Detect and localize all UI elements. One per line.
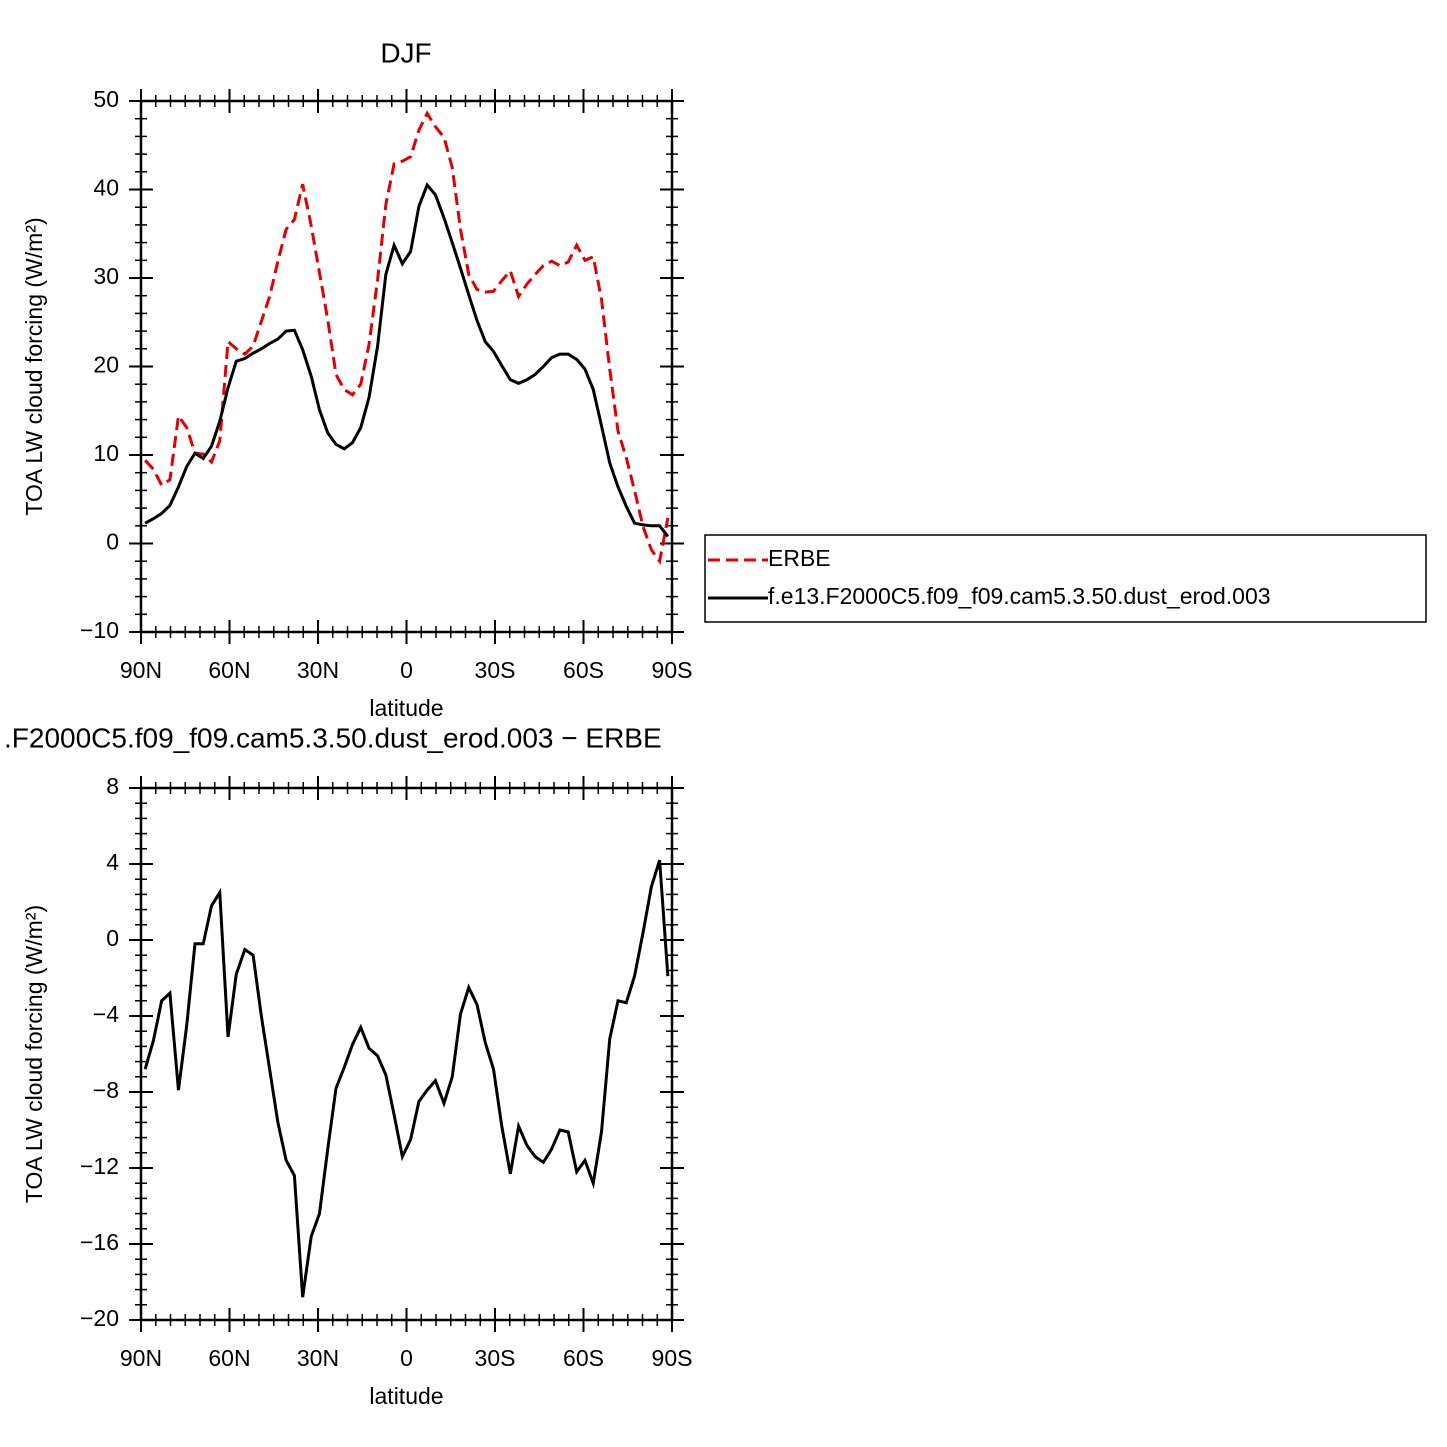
y-tick-label: −8 — [93, 1077, 119, 1103]
legend-box — [704, 534, 1427, 623]
x-tick-label: 90N — [120, 657, 162, 683]
y-tick-label: −10 — [80, 617, 119, 643]
y-tick-label: −16 — [80, 1229, 119, 1255]
x-tick-label: 60N — [208, 1345, 250, 1371]
x-tick-label: 90S — [652, 1345, 693, 1371]
x-tick-label: 90N — [120, 1345, 162, 1371]
x-axis-label: latitude — [369, 695, 443, 721]
x-axis-label: latitude — [369, 1383, 443, 1409]
chart-title: .F2000C5.f09_f09.cam5.3.50.dust_erod.003… — [4, 722, 662, 753]
y-tick-label: 4 — [106, 849, 119, 875]
y-tick-label: 30 — [93, 263, 119, 289]
legend-label: ERBE — [768, 545, 831, 571]
y-tick-label: 0 — [106, 529, 119, 555]
x-tick-label: 90S — [652, 657, 693, 683]
y-tick-label: −4 — [93, 1001, 119, 1027]
series-line — [144, 110, 670, 565]
y-tick-label: −20 — [80, 1305, 119, 1331]
y-tick-label: 0 — [106, 925, 119, 951]
x-tick-label: 0 — [400, 1345, 413, 1371]
y-axis-label: TOA LW cloud forcing (W/m²) — [21, 217, 47, 515]
x-tick-label: 30N — [297, 657, 339, 683]
y-tick-label: 40 — [93, 175, 119, 201]
y-tick-label: 8 — [106, 773, 119, 799]
legend-label: f.e13.F2000C5.f09_f09.cam5.3.50.dust_ero… — [768, 583, 1271, 609]
y-axis-label: TOA LW cloud forcing (W/m²) — [21, 905, 47, 1203]
series-line — [143, 859, 670, 1298]
y-tick-label: 10 — [93, 440, 119, 466]
y-tick-label: −12 — [80, 1153, 119, 1179]
x-tick-label: 30N — [297, 1345, 339, 1371]
x-tick-label: 30S — [475, 1345, 516, 1371]
series-line — [144, 182, 670, 538]
y-tick-label: 20 — [93, 352, 119, 378]
chart-title: DJF — [380, 37, 431, 68]
x-tick-label: 60S — [563, 657, 604, 683]
y-tick-label: 50 — [93, 86, 119, 112]
x-tick-label: 60S — [563, 1345, 604, 1371]
x-tick-label: 0 — [400, 657, 413, 683]
plot-frame — [139, 99, 674, 634]
plot-frame — [139, 786, 674, 1322]
x-tick-label: 60N — [208, 657, 250, 683]
x-tick-label: 30S — [475, 657, 516, 683]
